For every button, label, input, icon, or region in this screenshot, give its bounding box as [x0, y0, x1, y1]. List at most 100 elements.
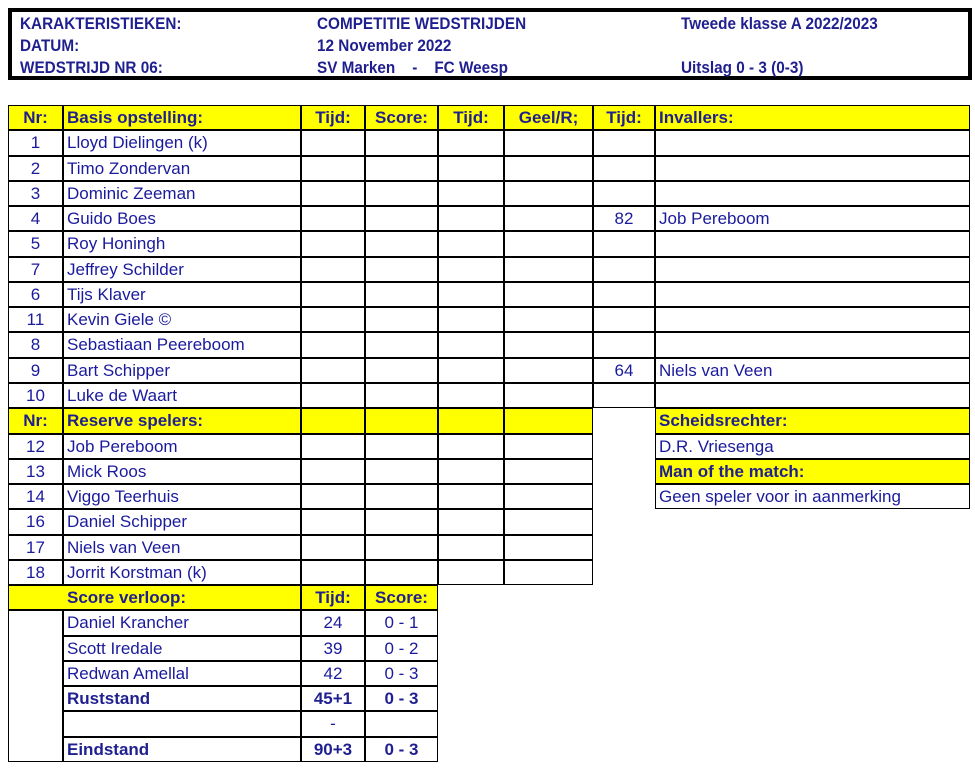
empty-cell: [504, 231, 593, 257]
time-header: Tijd:: [301, 105, 365, 131]
empty-cell: [301, 357, 365, 383]
reserve-number: 18: [8, 559, 63, 586]
substitute-name: [655, 382, 970, 409]
player-name: Jeffrey Schilder: [63, 256, 301, 282]
sub-time: [593, 307, 655, 333]
empty-cell: [438, 231, 504, 257]
reserve-name: Job Pereboom: [63, 433, 301, 459]
goal-score: 0 - 2: [365, 635, 438, 661]
goal-score: [365, 711, 438, 737]
player-number: 9: [8, 357, 63, 383]
reserve-number: 14: [8, 484, 63, 510]
motm-label: Man of the match:: [655, 458, 970, 485]
match-number-label: WEDSTRIJD NR 06:: [20, 58, 163, 77]
goal-scorer: Eindstand: [63, 736, 301, 763]
empty-cell: [365, 357, 438, 383]
empty-cell: [365, 231, 438, 257]
empty-cell: [438, 281, 504, 308]
empty-cell: [438, 382, 504, 409]
empty-cell: [301, 332, 365, 358]
card-header: Geel/R;: [504, 105, 593, 131]
goal-score: 0 - 3: [365, 736, 438, 763]
player-name: Roy Honingh: [63, 231, 301, 257]
sub-time: [593, 332, 655, 358]
empty-cell: [365, 484, 438, 510]
goal-scorer: Ruststand: [63, 686, 301, 712]
sub-time: 82: [593, 206, 655, 232]
substitute-name: [655, 281, 970, 308]
empty-cell: [301, 433, 365, 459]
date-label: DATUM:: [20, 36, 80, 55]
empty-cell: [438, 458, 504, 485]
empty-cell: [365, 382, 438, 409]
empty-cell: [365, 180, 438, 207]
empty-cell: [365, 281, 438, 308]
nr-header: Nr:: [8, 105, 63, 131]
substitute-name: [655, 155, 970, 181]
goal-time: 45+1: [301, 686, 365, 712]
player-number: 2: [8, 155, 63, 181]
empty-header-cell: [365, 408, 438, 434]
empty-cell: [504, 180, 593, 207]
sub-time: [593, 231, 655, 257]
goal-scorer: Scott Iredale: [63, 635, 301, 661]
empty-cell: [504, 484, 593, 510]
empty-cell: [438, 180, 504, 207]
goal-score: 0 - 3: [365, 686, 438, 712]
result: Uitslag 0 - 3 (0-3): [681, 58, 804, 77]
player-name: Timo Zondervan: [63, 155, 301, 181]
empty-cell: [365, 307, 438, 333]
empty-cell: [504, 458, 593, 485]
empty-cell: [504, 357, 593, 383]
empty-cell: [301, 155, 365, 181]
reserve-name: Daniel Schipper: [63, 509, 301, 535]
player-number: 8: [8, 332, 63, 358]
match-info-header: KARAKTERISTIEKEN: COMPETITIE WEDSTRIJDEN…: [8, 8, 972, 80]
goal-score: 0 - 1: [365, 610, 438, 636]
empty-cell: [365, 155, 438, 181]
player-number: 3: [8, 180, 63, 207]
empty-cell: [365, 256, 438, 282]
player-name: Sebastiaan Peereboom: [63, 332, 301, 358]
player-number: 10: [8, 382, 63, 409]
player-name: Luke de Waart: [63, 382, 301, 409]
substitutes-header: Invallers:: [655, 105, 970, 131]
reserve-name: Niels van Veen: [63, 534, 301, 560]
substitute-name: Niels van Veen: [655, 357, 970, 383]
player-name: Bart Schipper: [63, 357, 301, 383]
reserve-number: 17: [8, 534, 63, 560]
empty-cell: [301, 281, 365, 308]
empty-cell: [504, 130, 593, 156]
empty-cell: [438, 307, 504, 333]
empty-cell: [301, 559, 365, 586]
empty-cell: [301, 307, 365, 333]
empty-cell: [438, 433, 504, 459]
empty-header-cell: [301, 408, 365, 434]
empty-cell: [438, 332, 504, 358]
empty-cell: [301, 180, 365, 207]
goal-scorer: [63, 711, 301, 737]
referee-name: D.R. Vriesenga: [655, 433, 970, 459]
sub-time: [593, 256, 655, 282]
reserve-number: 13: [8, 458, 63, 485]
empty-cell: [365, 206, 438, 232]
player-number: 7: [8, 256, 63, 282]
player-number: 5: [8, 231, 63, 257]
substitute-name: [655, 307, 970, 333]
reserves-header: Reserve spelers:: [63, 408, 301, 434]
player-name: Guido Boes: [63, 206, 301, 232]
player-name: Kevin Giele ©: [63, 307, 301, 333]
reserve-name: Jorrit Korstman (k): [63, 559, 301, 586]
goal-time: 42: [301, 660, 365, 687]
empty-cell: [365, 559, 438, 586]
motm-value: Geen speler voor in aanmerking: [655, 484, 970, 510]
score-blank-column: [8, 610, 63, 762]
goal-time: 24: [301, 610, 365, 636]
date-value: 12 November 2022: [317, 36, 452, 55]
goal-time: 90+3: [301, 736, 365, 763]
player-name: Tijs Klaver: [63, 281, 301, 308]
empty-cell: [365, 332, 438, 358]
sub-time: [593, 382, 655, 409]
time2-header: Tijd:: [438, 105, 504, 131]
substitute-name: [655, 231, 970, 257]
